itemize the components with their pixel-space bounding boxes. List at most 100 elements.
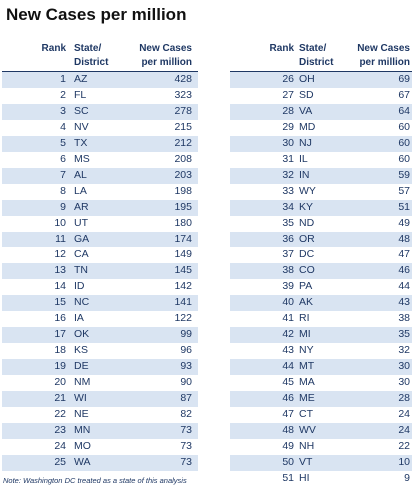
value-cell: 46 (398, 264, 410, 277)
state-cell: MI (299, 328, 311, 341)
rank-cell: 4 (60, 120, 66, 133)
table-row: 21 WI 87 (2, 391, 198, 408)
rank-cell: 20 (54, 376, 66, 389)
header-state-line1: State/ (299, 43, 327, 54)
rank-cell: 42 (282, 328, 294, 341)
value-cell: 149 (174, 248, 192, 261)
value-cell: 174 (174, 232, 192, 245)
state-cell: WI (74, 392, 87, 405)
table-row: 26 OH 69 (230, 72, 412, 88)
value-cell: 10 (398, 455, 410, 468)
value-cell: 28 (398, 392, 410, 405)
state-cell: DE (74, 360, 89, 373)
rank-cell: 6 (60, 152, 66, 165)
value-cell: 195 (174, 200, 192, 213)
value-cell: 51 (398, 200, 410, 213)
rank-cell: 27 (282, 88, 294, 101)
state-cell: TX (74, 136, 88, 149)
rank-cell: 1 (60, 73, 66, 85)
state-cell: OR (299, 232, 315, 245)
rank-cell: 2 (60, 88, 66, 101)
value-cell: 142 (174, 280, 192, 293)
rank-cell: 7 (60, 168, 66, 181)
table-row: 17 OK 99 (2, 327, 198, 344)
state-cell: VT (299, 455, 313, 468)
state-cell: NJ (299, 136, 312, 149)
table-row: 32 IN 59 (230, 167, 412, 184)
value-cell: 82 (180, 408, 192, 421)
value-cell: 323 (174, 88, 192, 101)
table-row: 29 MD 60 (230, 120, 412, 136)
table-row: 24 MO 73 (2, 439, 198, 455)
state-cell: UT (74, 216, 88, 229)
table-row: 50 VT 10 (230, 454, 412, 471)
rank-cell: 16 (54, 312, 66, 325)
table-row: 13 TN 145 (2, 263, 198, 280)
table-row: 19 DE 93 (2, 359, 198, 376)
value-cell: 141 (174, 296, 192, 309)
state-cell: CO (299, 264, 315, 277)
value-cell: 93 (180, 360, 192, 373)
state-cell: GA (74, 232, 90, 245)
state-cell: OK (74, 328, 90, 341)
state-cell: NM (74, 376, 91, 389)
rank-cell: 49 (282, 439, 294, 452)
table-body-left: 1 AZ 428 2 FL 323 3 SC 278 4 NV 215 5 TX 212 6 MS 208 7 AL 2… (2, 72, 198, 471)
value-cell: 43 (398, 296, 410, 309)
state-cell: NV (74, 120, 89, 133)
table-row: 27 SD 67 (230, 88, 412, 104)
rank-cell: 23 (54, 423, 66, 436)
rank-cell: 24 (54, 439, 66, 452)
rank-cell: 8 (60, 184, 66, 197)
rank-cell: 19 (54, 360, 66, 373)
state-cell: MO (74, 439, 91, 452)
rank-cell: 33 (282, 184, 294, 197)
value-cell: 30 (398, 376, 410, 389)
value-cell: 278 (174, 104, 192, 117)
state-cell: OH (299, 73, 315, 85)
rank-cell: 17 (54, 328, 66, 341)
value-cell: 59 (398, 168, 410, 181)
table-row: 36 OR 48 (230, 231, 412, 248)
value-cell: 96 (180, 344, 192, 357)
table-row: 15 NC 141 (2, 295, 198, 312)
table-row: 35 ND 49 (230, 216, 412, 232)
rank-cell: 38 (282, 264, 294, 277)
rank-cell: 44 (282, 360, 294, 373)
value-cell: 49 (398, 216, 410, 229)
table-row: 9 AR 195 (2, 199, 198, 216)
value-cell: 73 (180, 423, 192, 436)
value-cell: 48 (398, 232, 410, 245)
rank-cell: 11 (55, 232, 66, 245)
state-cell: MD (299, 120, 316, 133)
rank-cell: 21 (54, 392, 66, 405)
table-row: 4 NV 215 (2, 120, 198, 136)
header-value-line1: New Cases (357, 43, 410, 54)
table-row: 34 KY 51 (230, 199, 412, 216)
rank-cell: 40 (282, 296, 294, 309)
state-cell: CT (299, 408, 313, 421)
rank-cell: 28 (282, 104, 294, 117)
table-row: 3 SC 278 (2, 103, 198, 120)
state-cell: DC (299, 248, 315, 261)
state-cell: MA (299, 376, 315, 389)
table-right: Rank State/ District New Cases per milli… (230, 40, 412, 487)
table-row: 6 MS 208 (2, 152, 198, 168)
rank-cell: 12 (54, 248, 66, 261)
rank-cell: 48 (282, 423, 294, 436)
rank-cell: 25 (54, 455, 66, 468)
table-row: 37 DC 47 (230, 247, 412, 263)
table-row: 30 NJ 60 (230, 135, 412, 152)
table-row: 22 NE 82 (2, 407, 198, 423)
table-row: 11 GA 174 (2, 231, 198, 248)
state-cell: HI (299, 471, 310, 484)
table-body-right: 26 OH 69 27 SD 67 28 VA 64 29 MD 60 30 NJ 60 31 IL 60 32 IN… (230, 72, 412, 487)
table-left: Rank State/ District New Cases per milli… (2, 40, 198, 471)
header-state-line1: State/ (74, 43, 102, 54)
state-cell: ME (299, 392, 315, 405)
table-row: 44 MT 30 (230, 359, 412, 376)
value-cell: 44 (398, 280, 410, 293)
rank-cell: 22 (54, 408, 66, 421)
value-cell: 32 (398, 344, 410, 357)
state-cell: IL (299, 152, 308, 165)
